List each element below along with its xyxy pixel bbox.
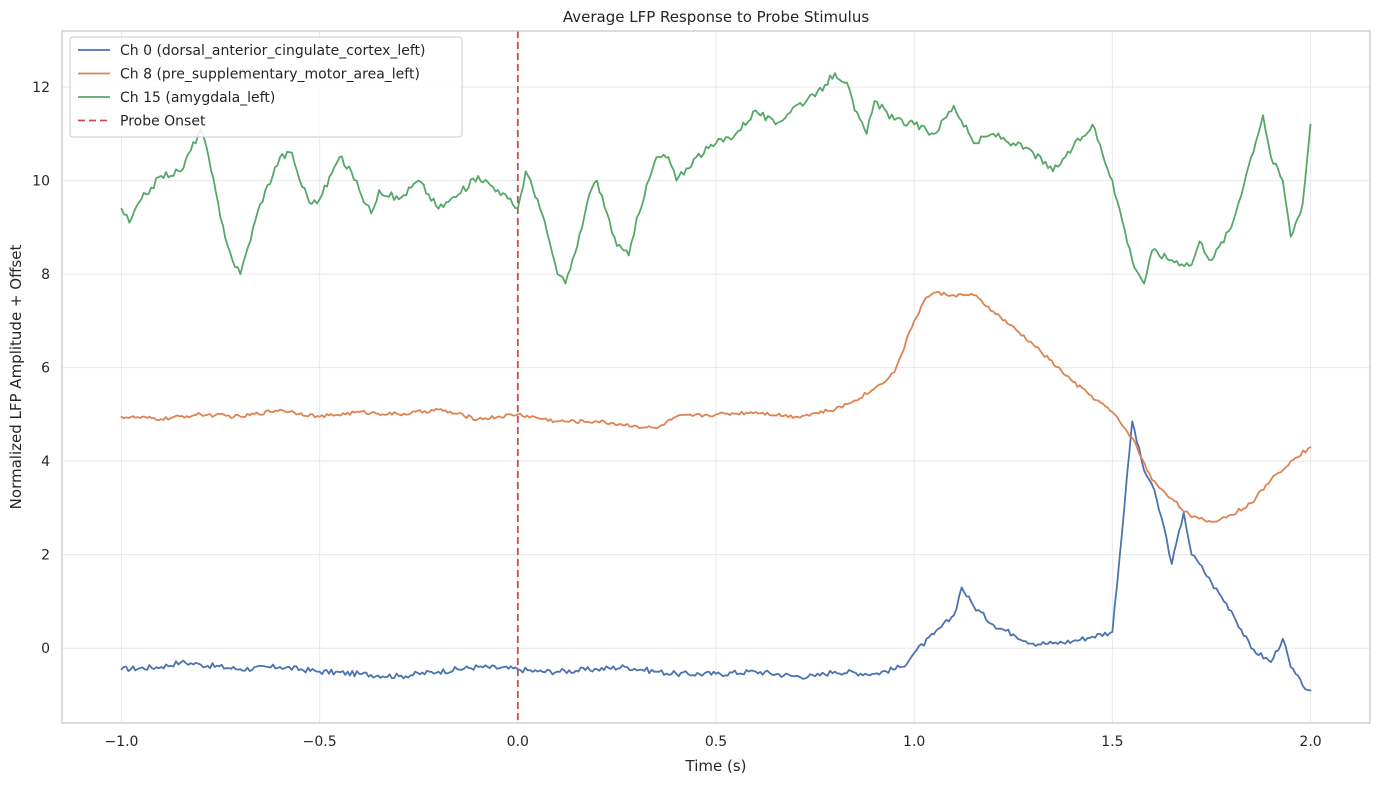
y-tick-label: 0 (41, 641, 50, 657)
y-tick-label: 4 (41, 454, 50, 470)
x-axis-ticks: −1.0 −0.5 0.0 0.5 1.0 1.5 2.0 (104, 734, 1321, 750)
legend-label: Ch 0 (dorsal_anterior_cingulate_cortex_l… (120, 43, 426, 59)
x-tick-label: 0.5 (705, 734, 727, 750)
x-tick-label: 2.0 (1299, 734, 1321, 750)
y-tick-label: 6 (41, 361, 50, 377)
legend-label: Probe Onset (120, 114, 206, 130)
x-tick-label: 1.0 (903, 734, 925, 750)
x-tick-label: 0.0 (507, 734, 529, 750)
x-tick-label: −0.5 (303, 734, 337, 750)
legend-label: Ch 8 (pre_supplementary_motor_area_left) (120, 67, 420, 83)
legend: Ch 0 (dorsal_anterior_cingulate_cortex_l… (69, 36, 463, 138)
series-line-2 (120, 72, 1312, 285)
y-tick-label: 8 (41, 267, 50, 283)
series-line-1 (120, 290, 1312, 523)
chart-title: Average LFP Response to Probe Stimulus (563, 8, 869, 26)
plot-frame (61, 30, 1371, 724)
legend-label: Ch 15 (amygdala_left) (120, 90, 275, 106)
y-tick-label: 2 (41, 548, 50, 564)
x-axis-label: Time (s) (685, 757, 747, 775)
series-layer (120, 72, 1312, 692)
y-axis-ticks: 0 2 4 6 8 10 12 (32, 80, 50, 657)
y-tick-label: 12 (32, 80, 50, 96)
grid (62, 31, 1370, 723)
series-line-0 (120, 420, 1312, 692)
y-tick-label: 10 (32, 174, 50, 190)
y-axis-label: Normalized LFP Amplitude + Offset (7, 245, 25, 510)
legend-box (69, 36, 463, 138)
x-tick-label: −1.0 (104, 734, 138, 750)
x-tick-label: 1.5 (1101, 734, 1123, 750)
